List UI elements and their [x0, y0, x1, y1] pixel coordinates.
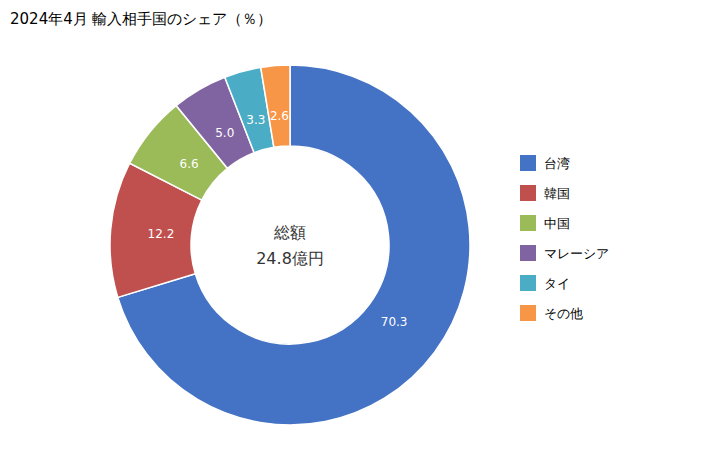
- data-label: 3.3: [246, 113, 265, 127]
- data-label: 70.3: [381, 315, 408, 329]
- legend: 台湾韓国中国マレーシアタイその他: [520, 155, 609, 321]
- legend-swatch: [520, 185, 536, 201]
- title: 2024年4月 輸入相手国のシェア（％）: [10, 10, 273, 28]
- legend-item: 韓国: [520, 185, 570, 201]
- legend-label: 台湾: [544, 156, 570, 171]
- legend-label: 中国: [544, 216, 570, 231]
- legend-label: 韓国: [544, 186, 570, 201]
- legend-item: 中国: [520, 215, 570, 231]
- legend-item: タイ: [520, 275, 570, 291]
- legend-swatch: [520, 215, 536, 231]
- legend-swatch: [520, 305, 536, 321]
- center-label: 総額: [273, 223, 306, 242]
- legend-swatch: [520, 245, 536, 261]
- data-labels: 70.3 12.2 6.6 5.0 3.3 2.6: [148, 109, 408, 329]
- data-label: 5.0: [215, 126, 234, 140]
- donut: [110, 65, 470, 425]
- data-label: 12.2: [148, 227, 175, 241]
- legend-label: マレーシア: [544, 246, 609, 261]
- data-label: 6.6: [180, 157, 199, 171]
- legend-item: その他: [520, 305, 583, 321]
- legend-label: その他: [544, 306, 583, 321]
- legend-swatch: [520, 275, 536, 291]
- slice: [261, 65, 290, 147]
- chart-root: 2024年4月 輸入相手国のシェア（％） 70.3 12.2 6.6 5.0 3.3 2.6…: [0, 0, 728, 450]
- legend-item: 台湾: [520, 155, 570, 171]
- legend-item: マレーシア: [520, 245, 609, 261]
- data-label: 2.6: [270, 109, 289, 123]
- legend-label: タイ: [544, 276, 570, 291]
- center-label: 24.8億円: [256, 249, 324, 268]
- center-labels: 総額 24.8億円: [256, 223, 324, 268]
- legend-swatch: [520, 155, 536, 171]
